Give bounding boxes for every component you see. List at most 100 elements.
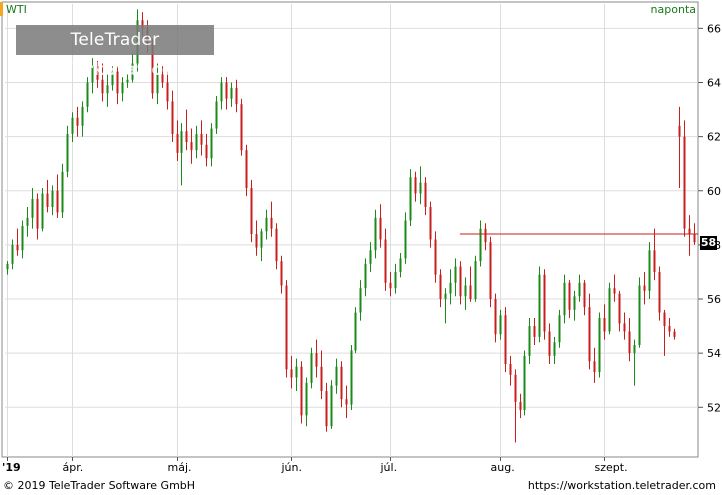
footer: © 2019 TeleTrader Software GmbH https://… [0, 477, 722, 495]
candle-body-74 [374, 217, 377, 251]
candle-body-62 [315, 353, 318, 367]
candles [6, 9, 696, 443]
candle-body-113 [568, 282, 571, 310]
candle-body-86 [434, 239, 437, 275]
candle-body-99 [499, 315, 502, 335]
candle-body-51 [260, 231, 263, 248]
candle-body-136 [683, 136, 686, 229]
candle-body-33 [171, 101, 174, 134]
candle-body-71 [359, 288, 362, 313]
candle-body-3 [21, 225, 24, 251]
grid-lines [5, 4, 698, 457]
candle-body-64 [325, 391, 328, 427]
period-label[interactable]: naponta [650, 3, 696, 16]
candle-body-105 [528, 326, 531, 356]
y-axis: 52 54 56 58 60 62 64 66 [698, 22, 721, 414]
candle-body-38 [195, 133, 198, 151]
candle-body-8 [46, 193, 49, 207]
y-tick-label-54: 54 [707, 347, 721, 360]
candle-body-19 [101, 79, 104, 94]
candle-body-70 [354, 312, 357, 351]
x-tick-label-0: '19 [2, 461, 21, 474]
x-tick-label-5: aug. [491, 461, 515, 474]
candle-body-68 [345, 399, 348, 405]
candle-body-138 [693, 234, 696, 243]
candle-body-90 [454, 266, 457, 283]
last-price-badge: 58 [700, 236, 717, 250]
candle-body-42 [215, 101, 218, 129]
candle-body-10 [56, 190, 59, 213]
candle-body-6 [36, 198, 39, 229]
candle-body-36 [185, 131, 188, 143]
candle-body-114 [573, 296, 576, 310]
candle-body-40 [205, 144, 208, 159]
candle-body-18 [96, 66, 99, 80]
candle-body-4 [26, 217, 29, 226]
candle-body-34 [176, 133, 179, 153]
candle-body-123 [618, 293, 621, 324]
chart-canvas: 52 54 56 58 60 62 64 66 '19 ápr. máj. jún. júl. aug.… [1, 1, 721, 474]
candle-body-101 [509, 363, 512, 375]
candle-body-67 [340, 366, 343, 400]
candle-body-121 [608, 288, 611, 332]
candle-body-87 [439, 274, 442, 300]
y-tick-label-56: 56 [707, 293, 721, 306]
candle-body-39 [200, 133, 203, 145]
candle-body-29 [151, 44, 154, 94]
candle-body-48 [245, 150, 248, 189]
candle-body-104 [523, 355, 526, 410]
candle-body-49 [250, 188, 253, 235]
candle-body-46 [235, 87, 238, 105]
x-tick-label-4: júl. [380, 461, 398, 474]
candle-body-59 [300, 366, 303, 416]
candle-body-117 [588, 307, 591, 362]
x-axis: '19 ápr. máj. jún. júl. aug. szept. [2, 457, 628, 474]
candle-body-73 [369, 250, 372, 264]
candle-body-9 [51, 190, 54, 207]
candle-body-54 [275, 228, 278, 262]
x-tick-label-6: szept. [595, 461, 628, 474]
candle-body-31 [161, 74, 164, 83]
candle-body-131 [658, 271, 661, 313]
y-tick-label-62: 62 [707, 131, 721, 144]
candle-body-132 [663, 312, 666, 327]
candle-body-108 [543, 274, 546, 332]
candle-body-107 [538, 274, 541, 337]
candle-body-0 [6, 263, 9, 270]
candle-body-106 [533, 326, 536, 337]
x-tick-label-1: ápr. [63, 461, 84, 474]
candle-body-79 [399, 258, 402, 272]
candle-body-7 [41, 193, 44, 229]
candle-body-78 [394, 271, 397, 289]
candle-body-77 [389, 282, 392, 289]
candle-body-102 [514, 374, 517, 402]
y-tick-label-64: 64 [707, 76, 721, 89]
candle-body-21 [111, 71, 114, 86]
candle-body-66 [335, 366, 338, 386]
candle-body-35 [180, 131, 183, 153]
copyright-text: © 2019 TeleTrader Software GmbH [3, 479, 196, 492]
source-link[interactable]: https://workstation.teletrader.com [527, 479, 716, 492]
candle-body-37 [190, 142, 193, 151]
candle-body-45 [230, 87, 233, 99]
candle-body-82 [414, 177, 417, 194]
candle-body-125 [628, 331, 631, 354]
candle-body-98 [494, 299, 497, 335]
x-tick-label-2: máj. [168, 461, 192, 474]
candle-body-75 [379, 217, 382, 240]
candle-body-14 [76, 117, 79, 126]
candle-body-32 [166, 82, 169, 102]
candle-body-126 [633, 345, 636, 354]
candle-body-15 [81, 106, 84, 126]
candle-body-133 [668, 326, 671, 332]
y-tick-label-66: 66 [707, 22, 721, 35]
candle-body-115 [578, 282, 581, 297]
candle-body-94 [474, 261, 477, 300]
instrument-marker [0, 2, 3, 16]
y-tick-label-52: 52 [707, 401, 721, 414]
candle-body-56 [285, 285, 288, 370]
candle-body-23 [121, 82, 124, 94]
candle-body-137 [688, 228, 691, 235]
candle-body-96 [484, 228, 487, 243]
candle-body-76 [384, 239, 387, 283]
